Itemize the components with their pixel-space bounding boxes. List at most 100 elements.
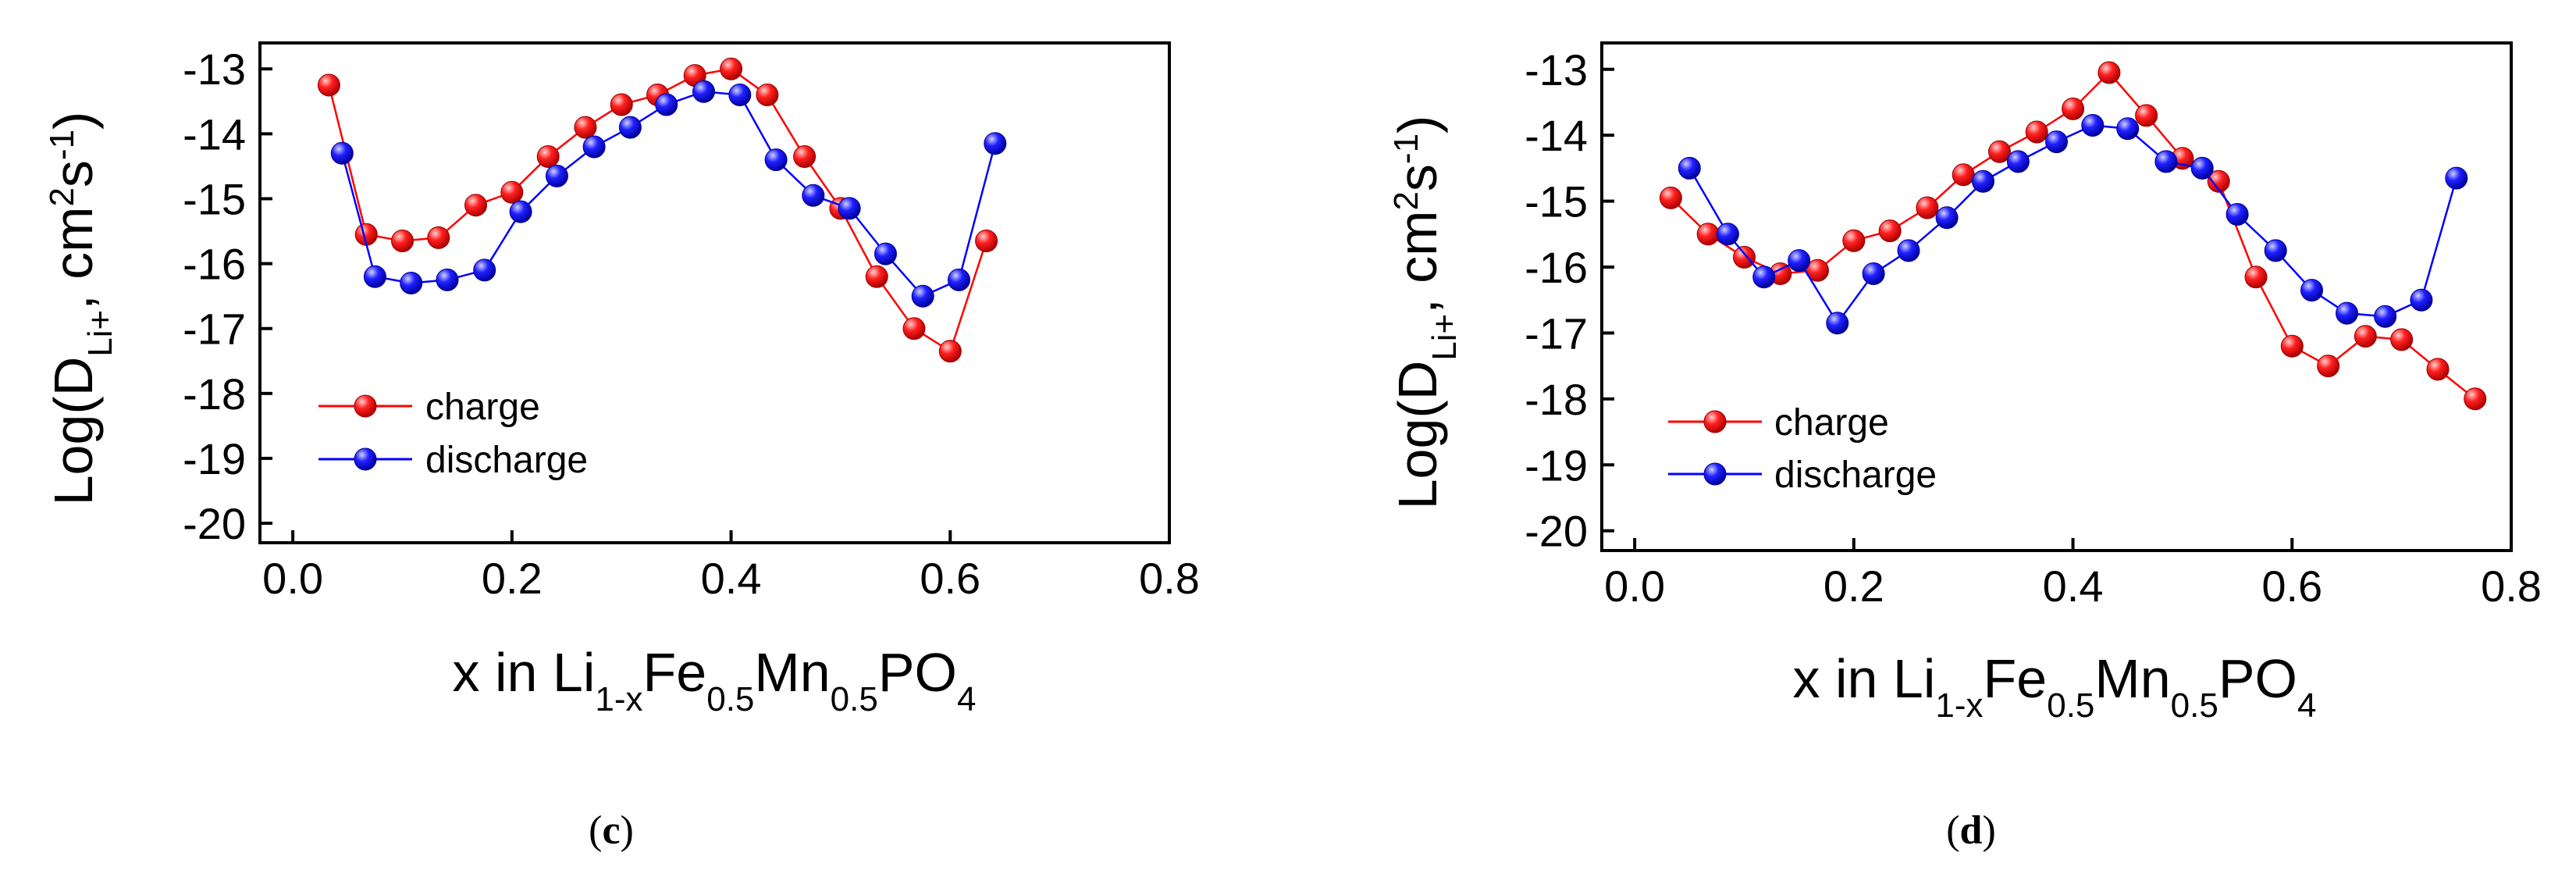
y-axis-title-d: Log(DLi+, cm2s-1) [1387,116,1464,510]
data-point-charge [2207,169,2230,193]
y-tick-label: -17 [1525,308,1588,358]
y-axis-title-c: Log(DLi+, cm2s-1) [43,112,119,506]
data-point-charge [756,84,779,106]
data-point-discharge [1826,312,1849,335]
data-point-charge [902,317,926,340]
plot-frame-c [258,41,1171,544]
legend-label-charge-d: charge [1774,402,1889,444]
data-point-charge [464,194,487,217]
data-point-discharge [2226,203,2249,226]
x-tick-label: 0.0 [262,554,323,603]
y-tick-label: -14 [1525,111,1588,160]
data-point-charge [2426,358,2450,381]
data-point-discharge [363,265,386,288]
y-tick-label: -13 [1525,45,1588,94]
data-point-discharge [655,93,678,116]
legend-label-discharge-c: discharge [425,440,588,481]
legend-marker-discharge-c [354,447,377,471]
data-point-charge [1952,163,1975,187]
y-ticks-c: -20 -19 -18 -17 -16 -15 -14 -13 [183,45,272,548]
data-point-charge [2135,104,2158,127]
x-tick-label: 0.4 [701,554,762,603]
legend-c: charge discharge [318,387,588,481]
y-tick-label: -14 [183,109,246,159]
x-tick-label: 0.8 [2481,561,2542,611]
data-point-charge [975,230,998,252]
x-axis-title-c: x in Li1-xFe0.5Mn0.5PO4 [453,642,977,718]
x-tick-label: 0.6 [920,554,980,603]
data-point-charge [2317,355,2340,378]
data-point-discharge [582,135,606,159]
data-point-charge [500,180,524,204]
data-point-discharge [2374,305,2397,328]
data-point-charge [2244,266,2268,289]
y-tick-label: -13 [183,45,246,94]
data-point-charge [1659,186,1682,209]
data-point-discharge [1897,239,1920,262]
y-tick-label: -20 [1525,507,1588,556]
data-point-charge [536,145,560,168]
data-point-discharge [2081,114,2105,137]
data-point-discharge [802,184,825,207]
data-point-charge [793,145,817,168]
data-point-discharge [728,84,752,106]
data-point-charge [1806,258,1829,282]
data-point-charge [2354,325,2377,348]
y-tick-label: -18 [1525,375,1588,424]
data-point-discharge [911,284,934,308]
data-point-charge [574,116,597,139]
data-point-charge [2464,387,2487,411]
x-ticks-c: 0.0 0.2 0.4 0.6 0.8 [262,530,1200,603]
data-point-charge [1988,140,2011,163]
data-point-charge [2097,61,2121,84]
legend-marker-charge-d [1703,410,1727,433]
y-tick-label: -15 [183,174,246,223]
data-point-discharge [436,268,459,291]
data-point-charge [427,226,450,249]
data-point-discharge [2336,301,2358,325]
data-point-discharge [1752,266,1776,289]
x-tick-label: 0.8 [1139,554,1200,603]
data-point-discharge [509,200,532,223]
data-point-discharge [1678,156,1701,180]
data-point-discharge [1935,206,1959,230]
y-tick-label: -19 [1525,440,1588,490]
x-tick-label: 0.2 [482,554,543,603]
data-point-charge [317,73,340,97]
x-tick-label: 0.6 [2261,561,2322,611]
data-point-charge [865,265,888,288]
data-point-discharge [473,258,496,282]
data-point-discharge [1716,223,1739,246]
data-point-discharge [1788,249,1811,273]
series-line-charge [1670,71,2476,400]
data-point-discharge [2116,117,2140,141]
data-point-discharge [2445,166,2468,190]
y-tick-label: -18 [183,369,246,419]
data-point-discharge [545,164,568,187]
panel-label-d: (d) [1946,808,1996,853]
y-tick-label: -20 [183,499,246,548]
data-point-charge [938,340,962,363]
x-tick-label: 0.0 [1604,561,1665,611]
series-group-c [317,57,1007,363]
data-point-discharge [2154,150,2178,173]
series-line-discharge [1688,124,2458,326]
data-point-charge [1878,219,1902,243]
legend-marker-discharge-d [1703,462,1727,486]
plot-frame-d [1600,41,2513,552]
data-point-discharge [874,242,897,266]
data-point-discharge [2045,130,2068,154]
data-point-discharge [2410,288,2433,312]
data-point-discharge [2190,156,2214,180]
data-point-charge [2390,328,2414,351]
series-group-d [1659,61,2487,411]
data-point-discharge [984,132,1007,155]
data-point-charge [1842,229,1866,252]
y-ticks-d: -20 -19 -18 -17 -16 -15 -14 -13 [1525,45,1614,556]
x-tick-label: 0.2 [1823,561,1884,611]
legend-label-charge-c: charge [425,387,540,428]
data-point-charge [2025,120,2048,144]
panel-label-c: (c) [589,808,634,853]
data-point-discharge [400,272,423,294]
